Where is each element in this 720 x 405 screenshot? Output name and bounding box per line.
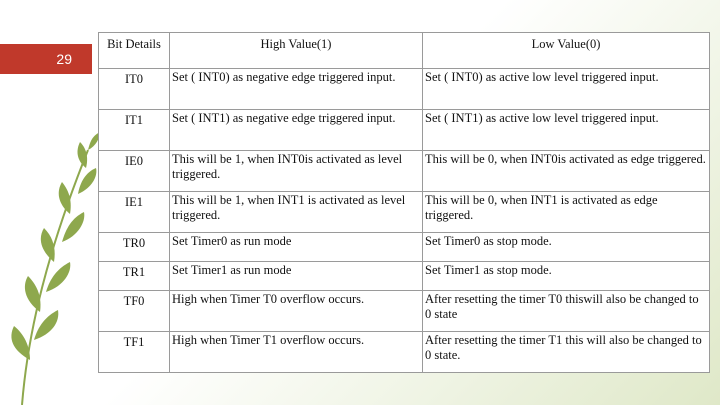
bit-name-cell: TR0 <box>98 232 170 262</box>
bit-details-table: Bit Details High Value(1) Low Value(0) I… <box>98 32 710 373</box>
low-value-cell: This will be 0, when INT0is activated as… <box>422 150 710 192</box>
header-low-value: Low Value(0) <box>422 32 710 69</box>
table-row: IT0 Set ( INT0) as negative edge trigger… <box>98 68 710 110</box>
table-row: TF1 High when Timer T1 overflow occurs. … <box>98 331 710 373</box>
bit-name-cell: TF0 <box>98 290 170 332</box>
low-value-cell: Set ( INT1) as active low level triggere… <box>422 109 710 151</box>
slide-number: 29 <box>56 51 72 67</box>
high-value-cell: Set ( INT0) as negative edge triggered i… <box>169 68 423 110</box>
header-bit-details: Bit Details <box>98 32 170 69</box>
high-value-cell: This will be 1, when INT0is activated as… <box>169 150 423 192</box>
bit-name-cell: TR1 <box>98 261 170 291</box>
high-value-cell: This will be 1, when INT1 is activated a… <box>169 191 423 233</box>
low-value-cell: Set ( INT0) as active low level triggere… <box>422 68 710 110</box>
high-value-cell: Set ( INT1) as negative edge triggered i… <box>169 109 423 151</box>
table-row: TR0 Set Timer0 as run mode Set Timer0 as… <box>98 232 710 262</box>
table-header-row: Bit Details High Value(1) Low Value(0) <box>98 32 710 69</box>
bit-name-cell: IT0 <box>98 68 170 110</box>
low-value-cell: Set Timer1 as stop mode. <box>422 261 710 291</box>
header-high-value: High Value(1) <box>169 32 423 69</box>
high-value-cell: High when Timer T0 overflow occurs. <box>169 290 423 332</box>
table-row: TR1 Set Timer1 as run mode Set Timer1 as… <box>98 261 710 291</box>
low-value-cell: After resetting the timer T1 this will a… <box>422 331 710 373</box>
slide-number-badge: 29 <box>0 44 92 74</box>
table-row: TF0 High when Timer T0 overflow occurs. … <box>98 290 710 332</box>
table-row: IE0 This will be 1, when INT0is activate… <box>98 150 710 192</box>
table-row: IE1 This will be 1, when INT1 is activat… <box>98 191 710 233</box>
bit-name-cell: IE1 <box>98 191 170 233</box>
bit-name-cell: IT1 <box>98 109 170 151</box>
high-value-cell: Set Timer1 as run mode <box>169 261 423 291</box>
bit-name-cell: IE0 <box>98 150 170 192</box>
high-value-cell: High when Timer T1 overflow occurs. <box>169 331 423 373</box>
high-value-cell: Set Timer0 as run mode <box>169 232 423 262</box>
low-value-cell: Set Timer0 as stop mode. <box>422 232 710 262</box>
table-row: IT1 Set ( INT1) as negative edge trigger… <box>98 109 710 151</box>
low-value-cell: This will be 0, when INT1 is activated a… <box>422 191 710 233</box>
bit-name-cell: TF1 <box>98 331 170 373</box>
low-value-cell: After resetting the timer T0 thiswill al… <box>422 290 710 332</box>
